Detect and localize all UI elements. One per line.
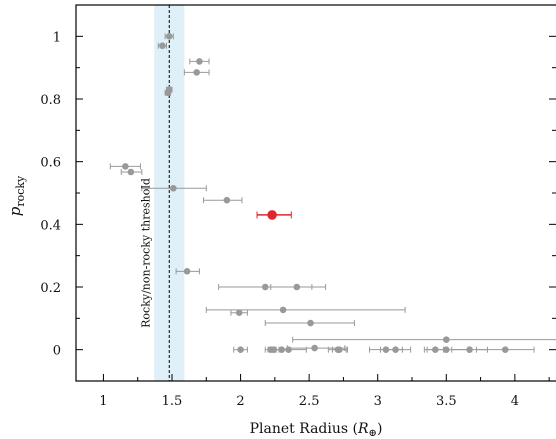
data-point	[501, 346, 509, 353]
x-axis-subscript: ⊕	[369, 428, 377, 439]
x-tick-label: 3	[374, 394, 382, 409]
x-tick-label: 1.5	[162, 394, 183, 409]
data-point	[382, 346, 390, 353]
y-tick-label: 0.2	[40, 281, 61, 296]
data-point	[223, 196, 231, 204]
data-point	[183, 268, 191, 275]
plot-frame	[75, 4, 556, 382]
data-point	[159, 42, 166, 50]
error-bar	[203, 197, 243, 204]
data-point	[270, 346, 277, 353]
data-point	[122, 163, 129, 170]
data-point	[279, 306, 287, 314]
data-point	[170, 185, 177, 192]
x-axis-symbol: R	[357, 421, 369, 437]
data-point	[442, 346, 450, 353]
y-tick-label: 0.8	[40, 93, 61, 108]
data-point	[278, 346, 286, 353]
data-point	[235, 309, 243, 316]
highlight-point	[267, 210, 277, 220]
y-tick-label: 1	[53, 30, 61, 45]
tick-labels: 1 1.5 2 2.5 3 3.5 4 0 0.2 0.4 0.6 0.8 1	[40, 30, 519, 409]
data-point	[311, 344, 318, 352]
data-points	[122, 33, 509, 353]
data-point	[193, 69, 200, 76]
data-point	[196, 58, 203, 65]
data-point	[442, 336, 450, 343]
data-point	[165, 33, 173, 40]
x-tick-label: 4	[511, 394, 519, 409]
axis-ticks	[76, 4, 556, 382]
x-tick-label: 2.5	[299, 394, 320, 409]
x-tick-label: 2	[236, 394, 244, 409]
data-point	[237, 346, 244, 353]
data-point	[293, 283, 301, 291]
data-point	[466, 346, 473, 353]
y-tick-label: 0.6	[40, 156, 61, 171]
data-point	[336, 346, 343, 353]
threshold-band-layer	[154, 5, 185, 381]
error-bar	[292, 336, 556, 343]
data-point	[127, 168, 135, 176]
threshold-label: Rocky/non-rocky threshold	[139, 178, 152, 328]
y-axis-subscript: rocky	[14, 175, 27, 207]
x-axis-title-text: Planet Radius	[250, 421, 348, 437]
x-tick-label: 1	[99, 394, 107, 409]
data-point	[432, 346, 439, 353]
data-point	[285, 346, 292, 353]
y-axis-symbol: p	[6, 206, 24, 216]
data-point	[261, 283, 269, 291]
data-point	[164, 89, 172, 97]
data-point	[307, 319, 314, 327]
y-tick-label: 0	[53, 344, 61, 359]
data-point	[392, 346, 399, 353]
x-tick-label: 3.5	[436, 394, 457, 409]
y-axis-title: procky	[6, 175, 27, 216]
x-axis-title: Planet Radius (R⊕)	[250, 421, 383, 439]
y-tick-label: 0.4	[40, 218, 61, 233]
